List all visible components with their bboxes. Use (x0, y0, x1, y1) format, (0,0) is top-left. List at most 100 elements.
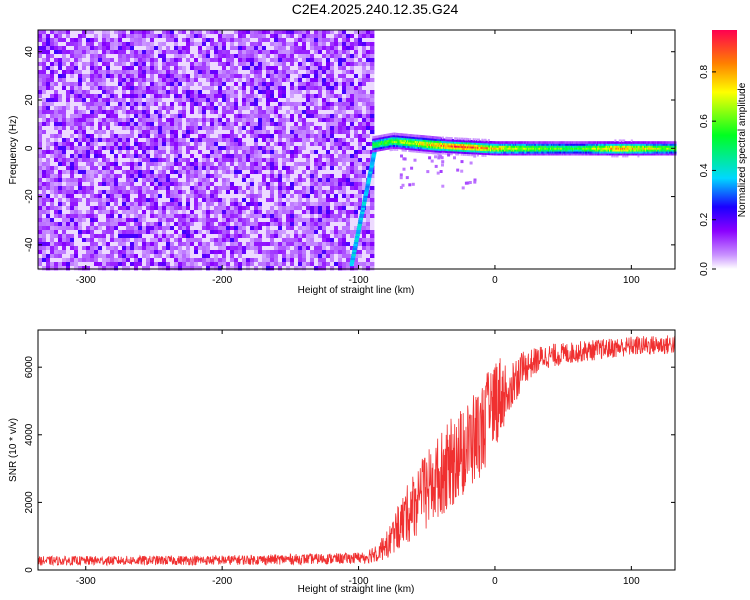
spectrogram-cell (50, 78, 55, 83)
spectrogram-cell (238, 66, 243, 71)
spectrogram-cell (38, 114, 43, 119)
spectrogram-cell (294, 214, 299, 219)
spectrogram-cell (58, 78, 63, 83)
spectrogram-cell (150, 258, 155, 263)
spectrogram-cell (158, 74, 163, 79)
spectrogram-cell (182, 218, 187, 223)
spectrogram-cell (234, 218, 239, 223)
spectrogram-cell (118, 154, 123, 159)
spectrogram-cell (238, 226, 243, 231)
spectrogram-cell (330, 94, 335, 99)
spectrogram-cell (162, 242, 167, 247)
spectrogram-cell (94, 226, 99, 231)
spectrogram-cell (174, 206, 179, 211)
spectrogram-cell (230, 130, 235, 135)
spectrogram-cell (198, 150, 203, 155)
spectrogram-cell (122, 110, 127, 115)
spectrogram-cell (294, 178, 299, 183)
spectrogram-cell (146, 150, 151, 155)
spectrogram-cell (266, 114, 271, 119)
spectrogram-cell (98, 54, 103, 59)
spectrogram-cell (146, 58, 151, 63)
spectrogram-cell (86, 138, 91, 143)
spectrogram-cell (254, 182, 259, 187)
spectrogram-cell (214, 38, 219, 43)
spectrogram-cell (322, 82, 327, 87)
spectrogram-cell (322, 246, 327, 251)
spectrogram-cell (310, 30, 315, 35)
spectrogram-cell (54, 266, 59, 271)
spectrogram-cell (230, 74, 235, 79)
spectrogram-cell (134, 130, 139, 135)
spectrogram-cell (142, 66, 147, 71)
spectrogram-cell (322, 182, 327, 187)
spectrogram-cell (154, 130, 159, 135)
spectrogram-cell (106, 50, 111, 55)
spectrogram-cell (194, 86, 199, 91)
spectrogram-cell (202, 70, 207, 75)
spectrogram-cell (198, 226, 203, 231)
spectrogram-cell (230, 54, 235, 59)
spectrogram-cell (214, 182, 219, 187)
spectrogram-cell (298, 190, 303, 195)
spectrogram-cell (294, 102, 299, 107)
spectrogram-cell (182, 230, 187, 235)
spectrogram-cell (258, 190, 263, 195)
spectrogram-cell (90, 190, 95, 195)
spectrogram-cell (78, 70, 83, 75)
spectrogram-cell (142, 42, 147, 47)
spectrogram-cell (350, 222, 355, 227)
spectrogram-cell (302, 90, 307, 95)
spectrogram-cell (278, 50, 283, 55)
spectrogram-cell (198, 102, 203, 107)
spectrogram-cell (274, 82, 279, 87)
spectrogram-cell (186, 114, 191, 119)
spectrogram-cell (282, 238, 287, 243)
spectrogram-cell (230, 34, 235, 39)
spectrogram-cell (282, 190, 287, 195)
spectrogram-cell (286, 222, 291, 227)
spectrogram-cell (294, 130, 299, 135)
spectrogram-cell (82, 234, 87, 239)
spectrogram-cell (158, 90, 163, 95)
spectrogram-cell (90, 178, 95, 183)
spectrogram-cell (118, 250, 123, 255)
spectrogram-cell (138, 62, 143, 67)
spectrogram-cell (270, 206, 275, 211)
spectrogram-cell (290, 62, 295, 67)
spectrogram-cell (170, 114, 175, 119)
spectrogram-cell (130, 122, 135, 127)
spectrogram-cell (66, 94, 71, 99)
spectrogram-cell (142, 54, 147, 59)
spectrogram-cell (310, 130, 315, 135)
spectrogram-cell (106, 206, 111, 211)
spectrogram-cell (246, 170, 251, 175)
spectrogram-cell (326, 146, 331, 151)
spectrogram-cell (98, 170, 103, 175)
spectrogram-cell (314, 50, 319, 55)
spectrogram-cell (70, 254, 75, 259)
spectrogram-cell (286, 58, 291, 63)
spectrogram-cell (278, 54, 283, 59)
spectrogram-cell (258, 78, 263, 83)
spectrogram-cell (90, 98, 95, 103)
spectrogram-cell (218, 230, 223, 235)
spectrogram-cell (370, 38, 375, 43)
spectrogram-cell (78, 150, 83, 155)
spectrogram-cell (234, 214, 239, 219)
spectrogram-cell (270, 146, 275, 151)
spectrogram-cell (70, 142, 75, 147)
spectrogram-cell (190, 114, 195, 119)
spectrogram-cell (166, 110, 171, 115)
spectrogram-cell (66, 206, 71, 211)
spectrogram-cell (326, 230, 331, 235)
spectrogram-cell (362, 110, 367, 115)
spectrogram-cell (322, 134, 327, 139)
spectrogram-cell (170, 30, 175, 35)
spectrogram-cell (154, 254, 159, 259)
spectrogram-cell (110, 226, 115, 231)
spectrogram-cell (258, 106, 263, 111)
spectrogram-cell (354, 74, 359, 79)
spectrogram-cell (334, 54, 339, 59)
spectrogram-cell (290, 126, 295, 131)
